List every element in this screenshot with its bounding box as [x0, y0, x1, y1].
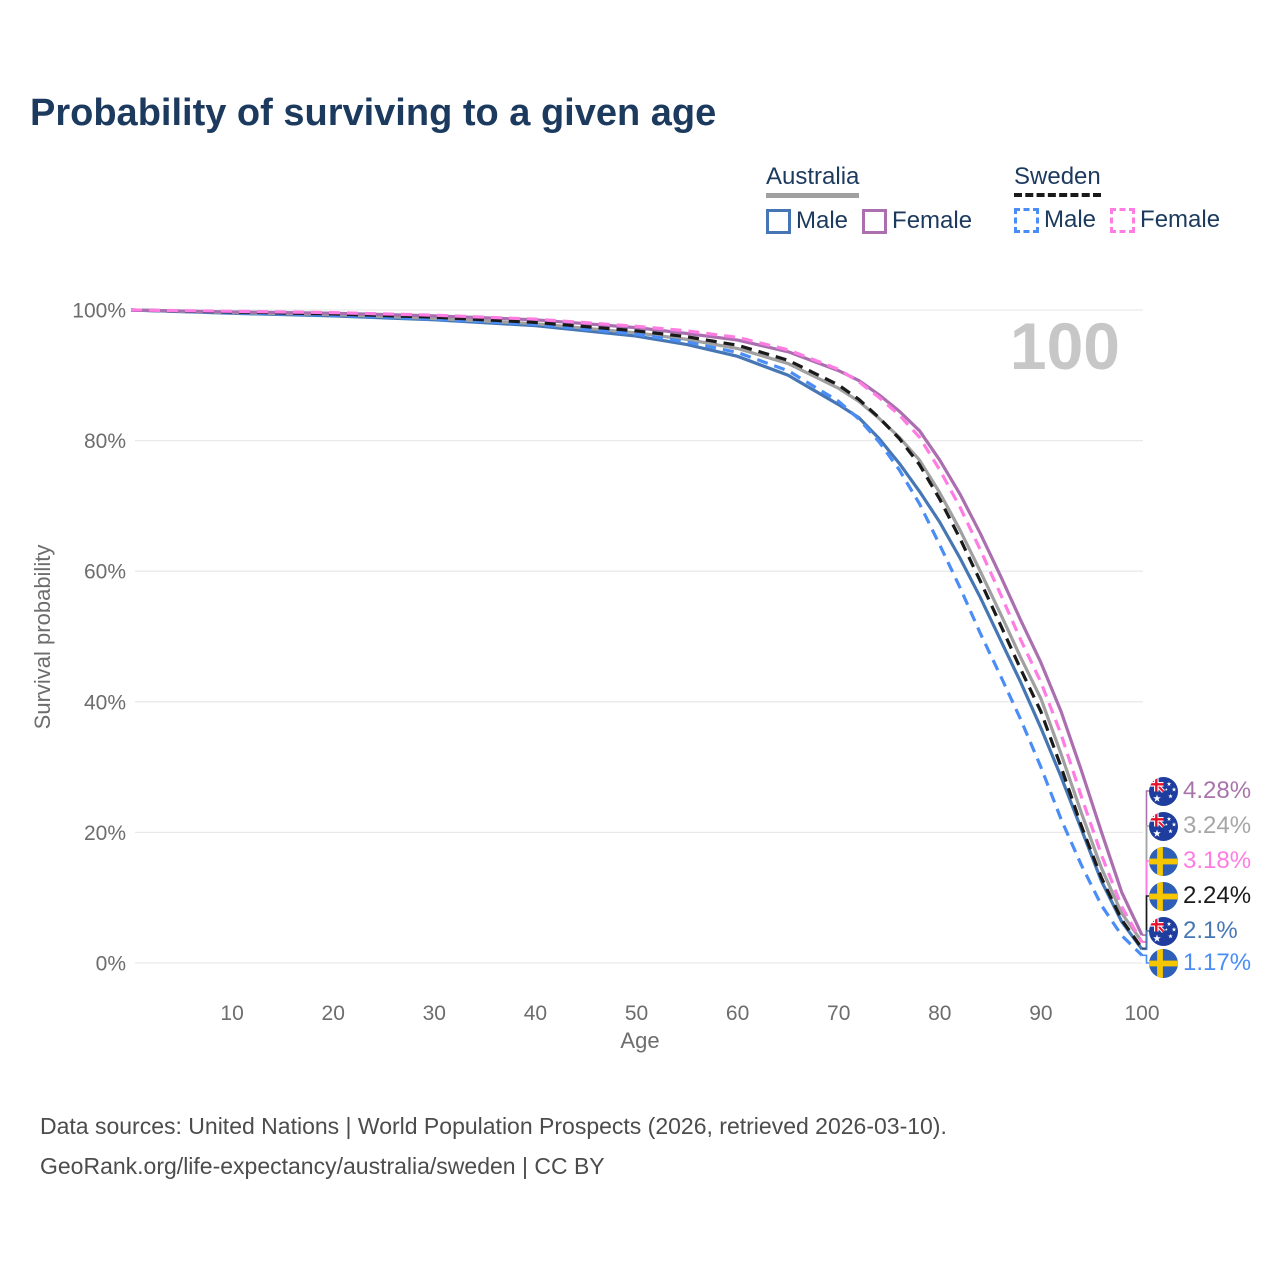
x-tick-label: 70 [827, 1002, 850, 1025]
sweden-flag-icon [1149, 881, 1178, 911]
series-line-australia-male[interactable] [130, 308, 1144, 951]
end-label-connector [1142, 895, 1150, 950]
end-label-row: 1.17% [1149, 946, 1251, 980]
end-label-connector [1142, 954, 1150, 964]
y-tick-label: 100% [72, 300, 126, 323]
end-label-row: 3.18% [1149, 844, 1251, 878]
x-tick-label: 40 [524, 1002, 547, 1025]
footer-attribution: GeoRank.org/life-expectancy/australia/sw… [40, 1153, 605, 1179]
y-axis-title: Survival probability [30, 545, 55, 730]
legend-item-sweden-female[interactable]: Female [1110, 206, 1220, 234]
y-tick-label: 60% [84, 561, 126, 584]
x-tick-label: 20 [322, 1002, 345, 1025]
legend-item-label: Male [1044, 206, 1097, 233]
end-label-value: 1.17% [1183, 949, 1252, 976]
x-tick-label: 60 [726, 1002, 749, 1025]
legend-item-label: Male [796, 207, 849, 234]
y-tick-label: 20% [84, 822, 126, 845]
x-tick-label: 100 [1124, 1002, 1159, 1025]
x-tick-label: 10 [220, 1002, 243, 1025]
end-label-value: 4.28% [1183, 777, 1252, 804]
end-label-row: 3.24% [1149, 809, 1251, 843]
sweden-male-swatch [1014, 207, 1039, 233]
age-watermark: 100 [1010, 309, 1120, 383]
australia-flag-icon [1149, 776, 1178, 806]
legend-group-sweden: Sweden Male Female [1014, 163, 1234, 234]
x-tick-label: 90 [1029, 1002, 1052, 1025]
legend-item-australia-male[interactable]: Male [766, 207, 848, 235]
series-line-australia-female[interactable] [130, 308, 1144, 936]
end-label-value: 2.1% [1183, 917, 1238, 944]
legend-item-australia-female[interactable]: Female [862, 207, 972, 235]
legend-item-label: Female [1140, 206, 1221, 233]
legend-item-sweden-male[interactable]: Male [1014, 206, 1096, 234]
series-line-sweden-both-sexes[interactable] [130, 308, 1144, 950]
x-tick-label: 80 [928, 1002, 951, 1025]
sweden-female-swatch [1110, 207, 1136, 233]
end-label-value: 2.24% [1183, 882, 1252, 909]
series-line-australia-both-sexes[interactable] [130, 308, 1144, 943]
sweden-flag-icon [1149, 846, 1178, 876]
end-label-value: 3.24% [1183, 812, 1252, 839]
y-tick-label: 0% [96, 953, 126, 976]
sweden-flag-icon [1149, 948, 1178, 978]
footer-data-sources: Data sources: United Nations | World Pop… [40, 1113, 947, 1139]
end-label-connector [1142, 930, 1150, 951]
end-label-row: 2.24% [1149, 879, 1251, 913]
page-title: Probability of surviving to a given age [30, 92, 717, 134]
y-tick-label: 80% [84, 430, 126, 453]
australia-female-swatch [862, 208, 888, 234]
series-line-sweden-female[interactable] [130, 308, 1144, 944]
x-tick-label: 50 [625, 1002, 648, 1025]
footer: Data sources: United Nations | World Pop… [40, 1106, 947, 1186]
x-tick-label: 30 [423, 1002, 446, 1025]
australia-flag-icon [1149, 916, 1178, 946]
australia-male-swatch [766, 208, 791, 234]
end-label-value: 3.18% [1183, 847, 1252, 874]
y-tick-label: 40% [84, 691, 126, 714]
legend-item-label: Female [892, 207, 973, 234]
australia-flag-icon [1149, 811, 1178, 841]
x-axis-title: Age [620, 1028, 659, 1053]
legend-group-australia: Australia Male Female [766, 163, 986, 235]
series-line-sweden-male[interactable] [130, 308, 1144, 957]
end-label-row: 4.28% [1149, 774, 1251, 808]
end-label-row: 2.1% [1149, 914, 1238, 948]
legend-country-australia[interactable]: Australia [766, 163, 860, 198]
legend-country-sweden[interactable]: Sweden [1014, 163, 1101, 197]
